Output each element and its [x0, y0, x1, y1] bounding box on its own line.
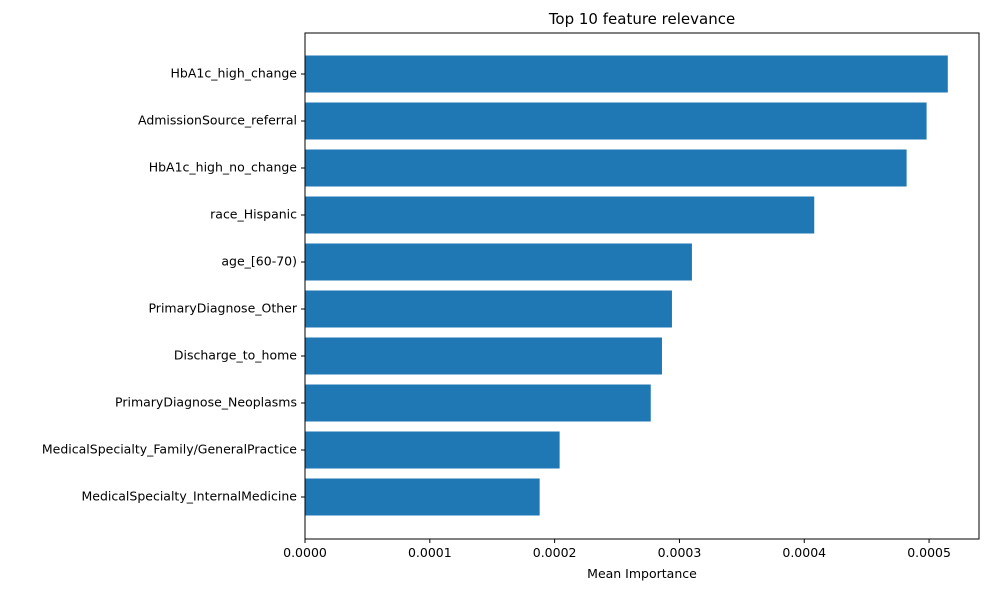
x-tick-label: 0.0000	[283, 545, 327, 560]
y-tick-label: Discharge_to_home	[174, 348, 297, 363]
x-tick-label: 0.0004	[782, 545, 826, 560]
bar-2	[305, 102, 927, 140]
bar-9	[305, 431, 560, 469]
y-axis-ticks: HbA1c_high_change AdmissionSource_referra…	[42, 66, 305, 504]
y-tick-label: MedicalSpecialty_Family/GeneralPractice	[42, 442, 297, 457]
y-tick-label: HbA1c_high_no_change	[149, 160, 298, 175]
bar-7	[305, 337, 662, 375]
x-tick-label: 0.0003	[658, 545, 702, 560]
x-tick-label: 0.0005	[907, 545, 951, 560]
bar-3	[305, 149, 907, 187]
bar-1	[305, 55, 948, 93]
plot-frame	[304, 32, 980, 540]
x-tick-label: 0.0001	[408, 545, 452, 560]
bar-8	[305, 384, 651, 422]
y-tick-label: race_Hispanic	[210, 207, 297, 222]
x-axis-ticks: 0.0000 0.0001 0.0002 0.0003 0.0004 0.0005	[283, 539, 951, 560]
bar-6	[305, 290, 672, 328]
bar-4	[305, 196, 815, 234]
x-tick-label: 0.0002	[533, 545, 577, 560]
bar-10	[305, 478, 540, 516]
chart-title: Top 10 feature relevance	[548, 10, 735, 28]
bars-group	[305, 55, 948, 516]
bar-5	[305, 243, 692, 281]
y-tick-label: MedicalSpecialty_InternalMedicine	[82, 489, 298, 504]
y-tick-label: PrimaryDiagnose_Other	[148, 301, 297, 316]
y-tick-label: AdmissionSource_referral	[138, 113, 297, 128]
y-tick-label: PrimaryDiagnose_Neoplasms	[115, 395, 297, 410]
x-axis-label: Mean Importance	[587, 566, 697, 581]
y-tick-label: age_[60-70)	[221, 254, 297, 269]
y-tick-label: HbA1c_high_change	[171, 66, 298, 81]
